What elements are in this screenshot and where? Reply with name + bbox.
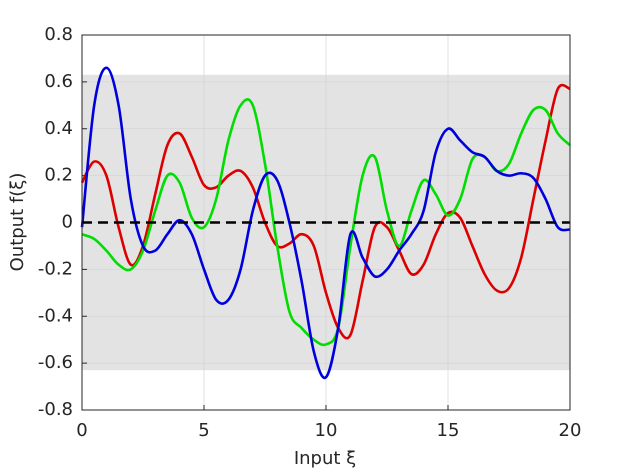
- x-axis-label: Input ξ: [294, 448, 356, 469]
- x-tick-label: 0: [76, 420, 87, 441]
- y-tick-label: 0.4: [44, 118, 73, 139]
- x-tick-label: 15: [437, 420, 460, 441]
- y-tick-label: -0.6: [38, 352, 73, 373]
- y-tick-label: -0.4: [38, 305, 73, 326]
- x-tick-label: 20: [559, 420, 582, 441]
- y-tick-label: 0.8: [44, 24, 73, 45]
- series-line: [80, 66, 571, 380]
- series-line: [80, 83, 571, 340]
- y-tick-label: -0.2: [38, 258, 73, 279]
- axes-frame: [81, 34, 571, 411]
- y-tick-label: -0.8: [38, 399, 73, 420]
- x-tick-label: 5: [198, 420, 209, 441]
- y-tick-label: 0: [62, 212, 73, 233]
- y-axis-label: Output f(ξ): [7, 173, 28, 272]
- y-tick-label: 0.6: [44, 71, 73, 92]
- plot-area: [80, 34, 571, 411]
- y-tick-label: 0.2: [44, 165, 73, 186]
- x-tick-label: 10: [315, 420, 338, 441]
